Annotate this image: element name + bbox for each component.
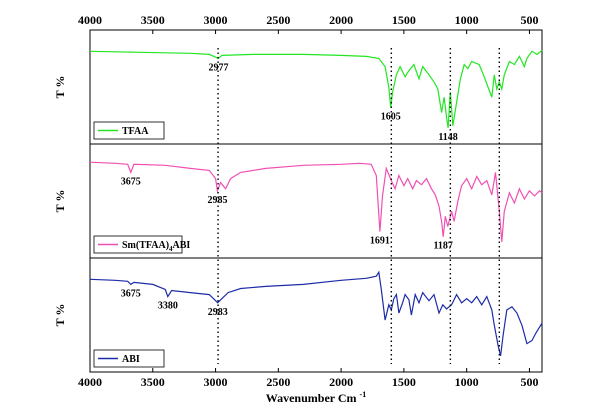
x-tick-label-top: 500 xyxy=(520,13,538,27)
peak-label: 2983 xyxy=(208,307,228,318)
legend-box xyxy=(93,235,183,254)
x-tick-label-top: 2500 xyxy=(266,13,290,27)
y-axis-label: T % xyxy=(53,190,67,213)
x-tick-label-bottom: 2000 xyxy=(329,375,353,389)
peak-label: 2977 xyxy=(208,62,228,73)
legend-label: TFAA xyxy=(122,126,149,137)
y-axis-label: T % xyxy=(53,76,67,99)
x-tick-label-top: 1500 xyxy=(392,13,416,27)
x-axis-label: Wavenumber Cm -1 xyxy=(266,390,366,405)
spectrum-line xyxy=(89,49,543,128)
panel-frame xyxy=(89,257,543,373)
peak-label: 1187 xyxy=(433,241,452,252)
legend-box xyxy=(93,121,165,140)
x-tick-label-top: 2000 xyxy=(329,13,353,27)
x-tick-label-bottom: 2500 xyxy=(266,375,290,389)
x-tick-label-bottom: 4000 xyxy=(78,375,102,389)
peak-label: 1691 xyxy=(370,236,390,247)
spectrum-line xyxy=(89,161,543,242)
x-tick-label-top: 3000 xyxy=(204,13,228,27)
peak-label: 3675 xyxy=(121,288,141,299)
legend-label: Sm(TFAA)4ABI xyxy=(122,240,190,253)
x-tick-label-top: 1000 xyxy=(455,13,479,27)
spectrum-line xyxy=(89,270,543,356)
legend-box xyxy=(93,349,165,368)
x-tick-label-top: 3500 xyxy=(141,13,165,27)
x-tick-label-top: 4000 xyxy=(78,13,102,27)
peak-label: 1148 xyxy=(438,132,457,143)
x-tick-label-bottom: 1500 xyxy=(392,375,416,389)
peak-label: 3380 xyxy=(158,301,178,312)
legend-label: ABI xyxy=(122,354,140,365)
x-tick-label-bottom: 1000 xyxy=(455,375,479,389)
x-tick-label-bottom: 3000 xyxy=(204,375,228,389)
peak-label: 3675 xyxy=(121,176,141,187)
x-tick-label-bottom: 3500 xyxy=(141,375,165,389)
peak-label: 2985 xyxy=(207,195,227,206)
y-axis-label: T % xyxy=(53,304,67,327)
x-tick-label-bottom: 500 xyxy=(520,375,538,389)
